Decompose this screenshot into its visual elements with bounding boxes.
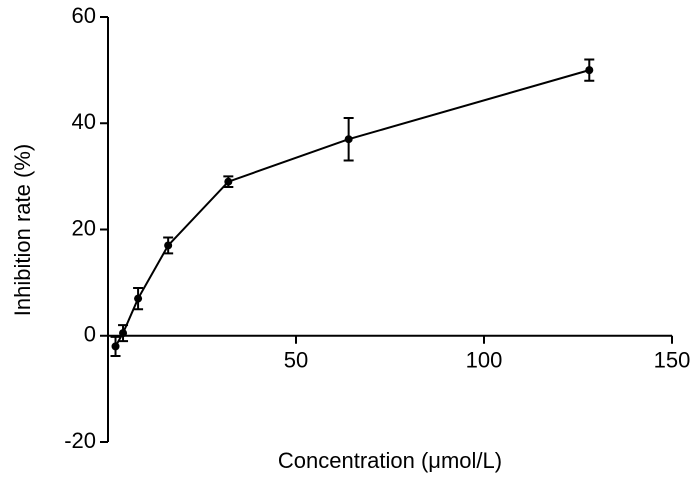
- x-tick-label: 50: [284, 348, 308, 373]
- x-tick-label: 100: [466, 348, 503, 373]
- data-point: [119, 329, 128, 338]
- x-tick-label: 150: [654, 348, 691, 373]
- data-line: [114, 69, 590, 347]
- y-tick-label: 20: [72, 215, 96, 240]
- y-axis-label: Inhibition rate (%): [10, 144, 35, 316]
- data-point: [224, 177, 233, 186]
- y-tick-label: 60: [72, 3, 96, 28]
- data-point: [344, 135, 353, 144]
- y-tick-label: 40: [72, 109, 96, 134]
- y-tick-label: 0: [84, 322, 96, 347]
- y-tick-label: -20: [64, 428, 96, 453]
- data-point: [134, 294, 143, 303]
- data-point: [585, 66, 594, 75]
- data-point: [111, 342, 120, 351]
- data-point: [164, 241, 173, 250]
- x-axis-label: Concentration (μmol/L): [278, 448, 502, 473]
